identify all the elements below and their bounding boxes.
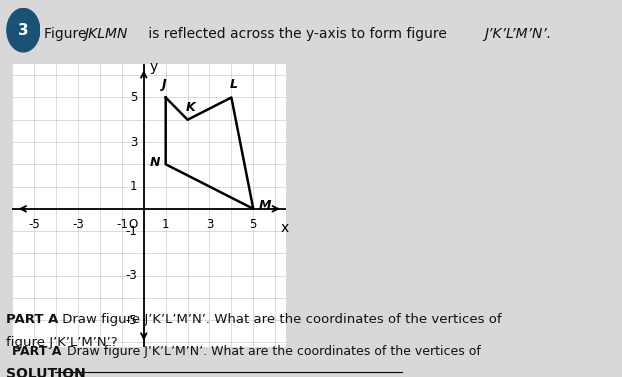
Text: 1: 1 bbox=[162, 218, 169, 231]
Text: 3: 3 bbox=[130, 135, 137, 149]
Text: JKLMN: JKLMN bbox=[85, 27, 128, 41]
Text: N: N bbox=[150, 156, 160, 169]
Text: SOLUTION: SOLUTION bbox=[6, 367, 86, 377]
Text: 1: 1 bbox=[130, 180, 137, 193]
Text: PART A: PART A bbox=[6, 313, 58, 325]
Text: -5: -5 bbox=[29, 218, 40, 231]
Text: M: M bbox=[259, 199, 271, 212]
Text: -1: -1 bbox=[126, 225, 137, 238]
Text: L: L bbox=[230, 78, 238, 91]
Circle shape bbox=[7, 8, 40, 52]
Text: Figure: Figure bbox=[44, 27, 90, 41]
Text: is reflected across the y-axis to form figure: is reflected across the y-axis to form f… bbox=[144, 27, 451, 41]
Text: 5: 5 bbox=[130, 91, 137, 104]
Text: 5: 5 bbox=[249, 218, 257, 231]
Text: figure J’K’L’M’N’?: figure J’K’L’M’N’? bbox=[6, 336, 118, 349]
Text: -3: -3 bbox=[72, 218, 84, 231]
Text: PART A: PART A bbox=[12, 345, 62, 358]
Text: -1: -1 bbox=[116, 218, 128, 231]
Text: J’K’L’M’N’.: J’K’L’M’N’. bbox=[484, 27, 551, 41]
Text: 3: 3 bbox=[18, 23, 29, 38]
Text: y: y bbox=[149, 60, 157, 74]
Text: x: x bbox=[281, 221, 289, 235]
Text: Draw figure J’K’L’M’N’. What are the coordinates of the vertices of: Draw figure J’K’L’M’N’. What are the coo… bbox=[58, 313, 502, 325]
Text: 3: 3 bbox=[206, 218, 213, 231]
Text: J: J bbox=[161, 78, 166, 91]
Text: Draw figure J’K’L’M’N’. What are the coordinates of the vertices of: Draw figure J’K’L’M’N’. What are the coo… bbox=[63, 345, 481, 358]
Text: -3: -3 bbox=[126, 269, 137, 282]
Text: K: K bbox=[186, 101, 196, 113]
Text: O: O bbox=[128, 218, 137, 231]
Text: -5: -5 bbox=[126, 314, 137, 326]
